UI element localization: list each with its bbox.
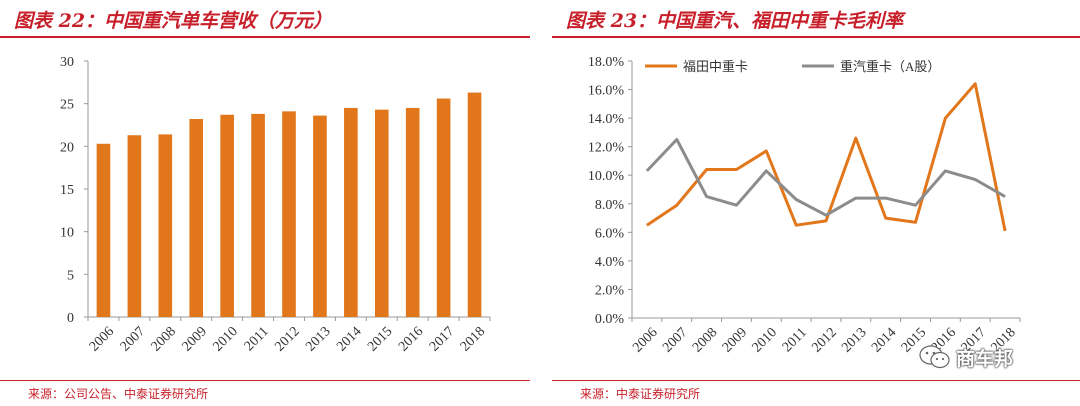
bar-2011 bbox=[251, 113, 265, 317]
left-source-note: 来源：公司公告、中泰证券研究所 bbox=[28, 387, 209, 401]
bar-2009 bbox=[189, 119, 204, 317]
y-tick-label: 25 bbox=[60, 98, 74, 113]
y-tick-label: 8.0% bbox=[595, 198, 625, 213]
x-tick-label: 2011 bbox=[780, 325, 810, 355]
x-tick-label: 2006 bbox=[630, 325, 660, 355]
series-line-2 bbox=[645, 138, 1006, 217]
y-tick-label: 0 bbox=[67, 311, 74, 326]
x-tick-label: 2011 bbox=[242, 324, 272, 354]
legend-label-1: 福田中重卡 bbox=[683, 59, 748, 74]
x-tick-label: 2012 bbox=[272, 324, 302, 354]
left-title-rule bbox=[0, 36, 530, 38]
y-tick-label: 5 bbox=[67, 268, 74, 283]
bar-2012 bbox=[282, 111, 296, 317]
y-tick-label: 15 bbox=[60, 183, 74, 198]
y-tick-label: 20 bbox=[60, 140, 74, 155]
x-tick-label: 2008 bbox=[690, 325, 720, 355]
watermark: 商车邦 bbox=[918, 342, 1013, 372]
x-tick-label: 2017 bbox=[427, 324, 457, 354]
series-line-1 bbox=[646, 82, 1007, 232]
bar-2008 bbox=[158, 134, 173, 317]
y-tick-label: 30 bbox=[60, 55, 74, 70]
bar-2014 bbox=[344, 107, 358, 317]
right-figure-panel: 图表 23：中国重汽、福田中重卡毛利率 0.0% 2.0% 4.0% 6.0% 8.0%… bbox=[552, 0, 1080, 406]
y-tick-label: 12.0% bbox=[588, 141, 625, 156]
bar-2006 bbox=[96, 143, 111, 317]
left-figure-title: 图表 22：中国重汽单车营收（万元） bbox=[14, 10, 333, 32]
right-figure-title: 图表 23：中国重汽、福田中重卡毛利率 bbox=[566, 10, 904, 32]
x-tick-label: 2016 bbox=[396, 324, 426, 354]
legend-label-2: 重汽重卡（A股） bbox=[840, 59, 940, 74]
x-tick-label: 2006 bbox=[87, 324, 117, 354]
bar-2018 bbox=[467, 92, 482, 317]
gross-margin-line-chart: 0.0% 2.0% 4.0% 6.0% 8.0% 10.0% 12.0% 14.0% 16.0%… bbox=[588, 55, 1021, 356]
x-tick-label: 2012 bbox=[809, 325, 839, 355]
x-tick-label: 2015 bbox=[365, 324, 395, 354]
watermark-text: 商车邦 bbox=[956, 347, 1014, 370]
x-tick-label: 2018 bbox=[458, 324, 488, 354]
x-tick-label: 2013 bbox=[839, 325, 869, 355]
y-tick-label: 2.0% bbox=[595, 283, 625, 298]
x-tick-label: 2008 bbox=[149, 324, 179, 354]
left-figure-panel: 图表 22：中国重汽单车营收（万元） 0 5 10 15 20 25 30 2006 2007 2… bbox=[0, 0, 530, 406]
x-tick-label: 2007 bbox=[660, 325, 690, 355]
x-tick-label: 2013 bbox=[303, 324, 333, 354]
x-tick-label: 2007 bbox=[118, 324, 148, 354]
right-source-rule bbox=[552, 380, 1080, 381]
y-tick-label: 10.0% bbox=[588, 169, 625, 184]
y-tick-label: 16.0% bbox=[588, 84, 625, 99]
bar-2013 bbox=[313, 115, 327, 317]
bar-2010 bbox=[220, 114, 234, 317]
bar-2007 bbox=[127, 135, 142, 317]
x-tick-label: 2014 bbox=[869, 325, 899, 355]
wechat-icon bbox=[919, 345, 950, 369]
right-title-rule bbox=[552, 36, 1080, 38]
x-tick-label: 2010 bbox=[750, 325, 780, 355]
left-source-rule bbox=[0, 380, 530, 381]
x-tick-label: 2014 bbox=[334, 324, 364, 354]
y-tick-label: 6.0% bbox=[595, 226, 625, 241]
x-tick-label: 2009 bbox=[180, 324, 210, 354]
bar-2017 bbox=[436, 98, 451, 317]
x-tick-label: 2010 bbox=[211, 324, 241, 354]
y-tick-label: 10 bbox=[60, 226, 74, 241]
y-tick-label: 0.0% bbox=[595, 312, 625, 327]
revenue-bar-chart: 0 5 10 15 20 25 30 2006 2007 2008 2009 2010 2011 2012… bbox=[60, 55, 491, 355]
bar-2016 bbox=[405, 107, 420, 317]
x-tick-label: 2009 bbox=[720, 325, 750, 355]
y-tick-label: 18.0% bbox=[588, 55, 625, 70]
bar-2015 bbox=[374, 109, 389, 317]
y-tick-label: 4.0% bbox=[595, 255, 625, 270]
y-tick-label: 14.0% bbox=[588, 112, 625, 127]
right-source-note: 来源：中泰证券研究所 bbox=[580, 387, 701, 401]
